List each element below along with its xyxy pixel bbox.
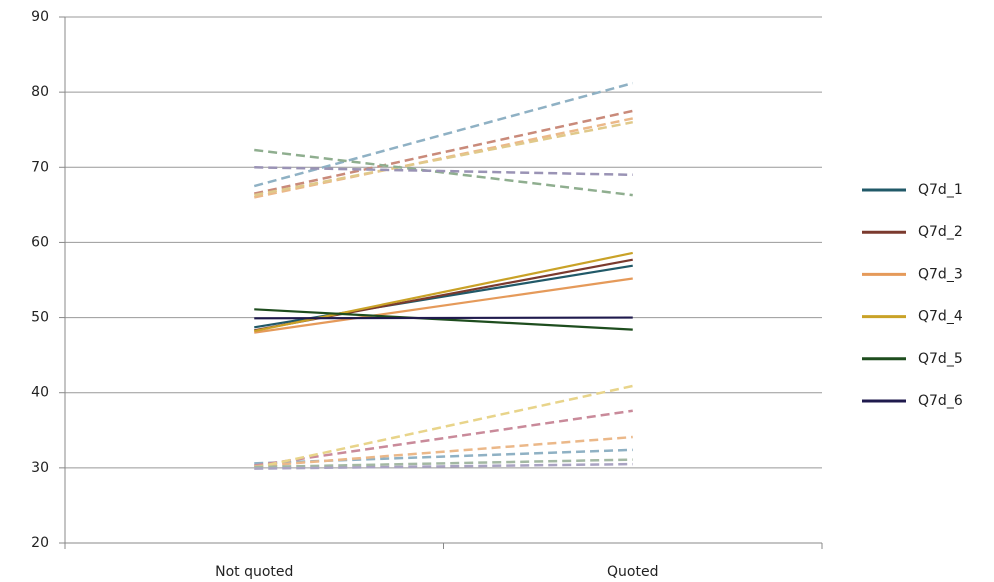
dashed-line — [254, 458, 633, 469]
x-tick-label: Not quoted — [215, 564, 293, 580]
y-tick-label: 90 — [31, 9, 49, 25]
dashed-line — [254, 409, 633, 467]
x-tick-label: Quoted — [607, 564, 658, 580]
dashed-line — [253, 384, 634, 470]
legend-label: Q7d_2 — [918, 224, 963, 240]
legend-label: Q7d_6 — [918, 393, 963, 409]
y-tick-label: 70 — [31, 159, 49, 175]
series-line — [254, 308, 633, 331]
y-tick-label: 50 — [31, 310, 49, 326]
dashed-line — [254, 148, 633, 197]
legend-label: Q7d_4 — [918, 309, 963, 325]
legend-label: Q7d_3 — [918, 266, 963, 282]
dashed-line — [254, 435, 633, 468]
dashed-line — [254, 462, 633, 470]
legend-label: Q7d_5 — [918, 351, 963, 367]
y-tick-label: 40 — [31, 385, 49, 401]
series-line — [254, 277, 633, 334]
y-tick-label: 30 — [31, 460, 49, 476]
dashed-line — [254, 166, 633, 177]
y-tick-label: 80 — [31, 84, 49, 100]
series-line — [254, 316, 633, 320]
legend-label: Q7d_1 — [918, 182, 963, 198]
dashed-line — [253, 81, 634, 188]
dashed-line — [253, 109, 634, 195]
y-tick-label: 60 — [31, 234, 49, 250]
dashed-line — [254, 120, 633, 197]
y-tick-label: 20 — [31, 535, 49, 551]
